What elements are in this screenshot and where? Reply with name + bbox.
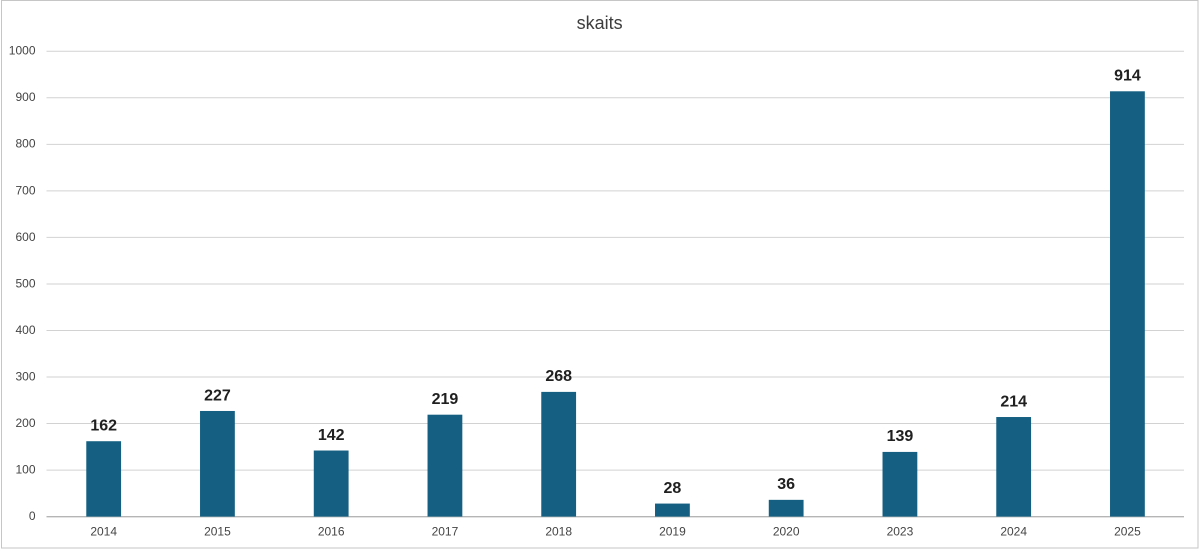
svg-text:200: 200 xyxy=(15,416,35,430)
svg-text:skaits: skaits xyxy=(577,13,623,33)
svg-text:100: 100 xyxy=(15,462,35,476)
svg-text:900: 900 xyxy=(15,90,35,104)
svg-text:142: 142 xyxy=(318,427,345,444)
svg-text:2020: 2020 xyxy=(773,525,800,539)
svg-text:2015: 2015 xyxy=(204,525,231,539)
svg-text:214: 214 xyxy=(1000,393,1027,410)
svg-text:139: 139 xyxy=(887,428,914,445)
svg-text:227: 227 xyxy=(204,387,231,404)
svg-text:400: 400 xyxy=(15,323,35,337)
svg-text:2019: 2019 xyxy=(659,525,686,539)
svg-text:162: 162 xyxy=(90,418,117,435)
svg-text:700: 700 xyxy=(15,183,35,197)
svg-text:2023: 2023 xyxy=(887,525,914,539)
svg-text:2025: 2025 xyxy=(1114,525,1141,539)
svg-text:28: 28 xyxy=(664,480,682,497)
svg-text:800: 800 xyxy=(15,137,35,151)
svg-text:2024: 2024 xyxy=(1000,525,1027,539)
svg-text:2014: 2014 xyxy=(90,525,117,539)
svg-text:36: 36 xyxy=(777,476,795,493)
svg-text:219: 219 xyxy=(432,391,459,408)
svg-text:2018: 2018 xyxy=(545,525,572,539)
svg-text:1000: 1000 xyxy=(9,44,36,58)
svg-text:268: 268 xyxy=(545,368,572,385)
svg-text:2017: 2017 xyxy=(432,525,459,539)
svg-text:300: 300 xyxy=(15,369,35,383)
svg-text:0: 0 xyxy=(29,509,36,523)
svg-text:914: 914 xyxy=(1114,68,1141,85)
svg-text:600: 600 xyxy=(15,230,35,244)
svg-text:2016: 2016 xyxy=(318,525,345,539)
svg-text:500: 500 xyxy=(15,276,35,290)
